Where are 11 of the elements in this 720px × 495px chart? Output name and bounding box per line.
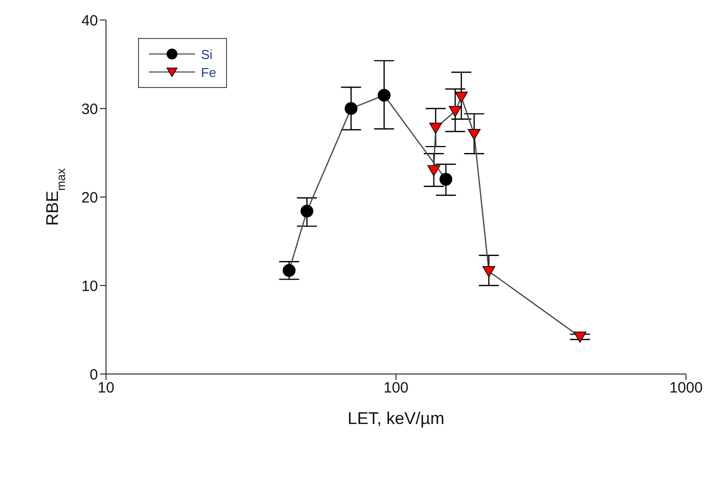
x-tick-label: 100	[383, 380, 409, 397]
y-tick-label: 40	[81, 12, 98, 30]
legend-label: Si	[201, 46, 213, 62]
y-tick-label: 0	[90, 366, 98, 384]
legend-label: Fe	[201, 64, 216, 80]
y-tick-label: 10	[81, 278, 98, 295]
y-tick-label: 20	[81, 189, 98, 206]
x-axis-title: LET, keV/µm	[348, 409, 444, 428]
x-tick-label: 10	[98, 380, 114, 397]
y-tick-label: 30	[81, 100, 98, 118]
x-tick-label: 1000	[669, 380, 703, 397]
